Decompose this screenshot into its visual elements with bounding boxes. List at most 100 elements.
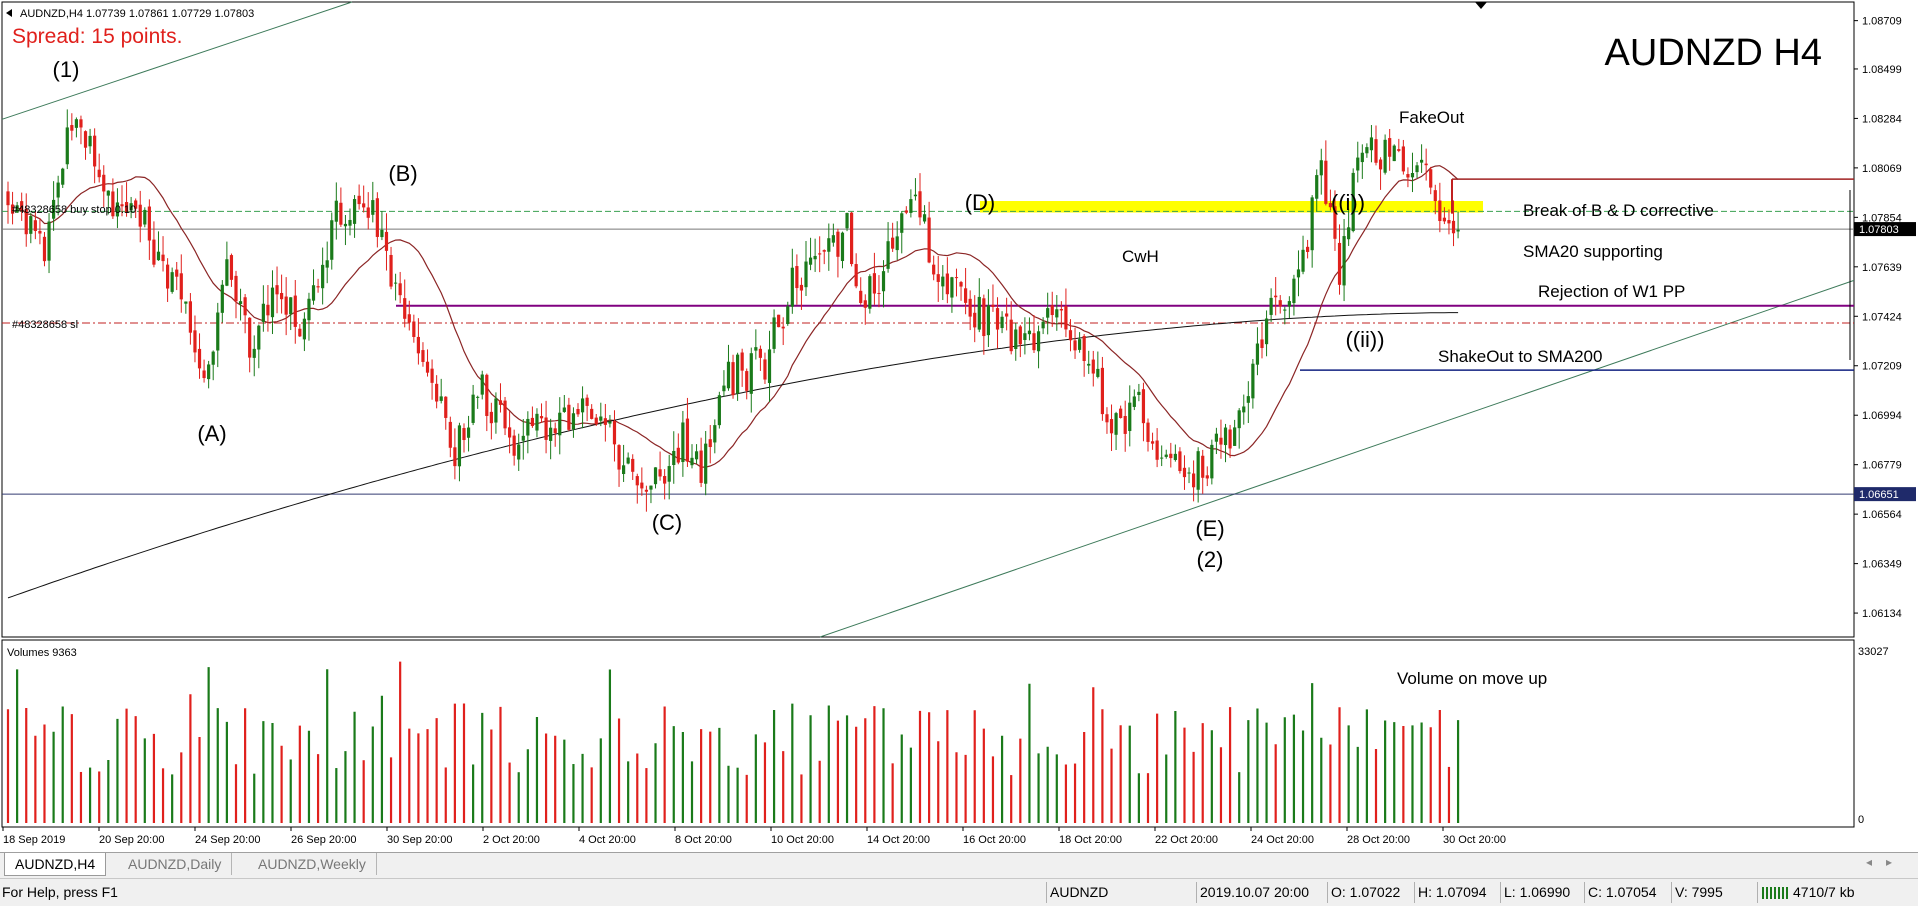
candle-body (1036, 331, 1041, 352)
candle-body (1310, 197, 1314, 251)
candle-body (302, 318, 306, 340)
candle-body (1274, 295, 1278, 298)
candle-body (1137, 391, 1141, 396)
candle-body (1141, 389, 1146, 424)
candle-body (1201, 455, 1205, 478)
candle-body (1324, 160, 1328, 204)
candle-body (517, 444, 521, 460)
time-tick-label: 26 Sep 20:00 (291, 834, 356, 846)
candle-body (694, 451, 699, 460)
candle-body (188, 301, 192, 333)
time-tick-label: 16 Oct 20:00 (963, 834, 1026, 846)
candle-body (927, 217, 931, 263)
support-price-tag-bg (1854, 487, 1916, 502)
candle-body (1392, 145, 1396, 162)
candle-body (1087, 363, 1091, 366)
tab-audnzd-weekly[interactable]: AUDNZD,Weekly (248, 853, 377, 875)
candle-body (398, 283, 402, 296)
candle-body (1433, 190, 1437, 202)
candle-body (1146, 422, 1150, 442)
candle-body (635, 476, 639, 486)
candle-body (15, 205, 19, 213)
candle-body (991, 304, 995, 307)
candle-body (143, 209, 147, 225)
candle-body (106, 190, 110, 196)
candle-body (736, 354, 740, 394)
candle-body (357, 195, 361, 205)
candle-body (786, 306, 790, 324)
candle-body (489, 411, 493, 424)
candle-body (1009, 319, 1013, 352)
candle-body (854, 264, 858, 287)
status-help: For Help, press F1 (2, 884, 118, 900)
candle-body (425, 361, 430, 373)
candle-body (129, 203, 133, 211)
candle-body (248, 317, 252, 358)
candle-body (717, 395, 721, 426)
candle-body (375, 198, 379, 237)
tab-audnzd-daily[interactable]: AUDNZD,Daily (118, 853, 233, 875)
candle-body (950, 277, 954, 298)
candle-body (321, 264, 325, 289)
candle-body (1155, 440, 1159, 460)
candle-body (840, 232, 845, 262)
price-tick-label: 1.08499 (1862, 64, 1902, 76)
candle-body (900, 213, 904, 233)
candle-body (1027, 330, 1032, 335)
price-tick-label: 1.06564 (1862, 509, 1902, 521)
candle-body (845, 212, 849, 229)
symbol-menu-icon[interactable] (6, 9, 12, 17)
candle-body (722, 385, 726, 392)
time-tick-label: 24 Sep 20:00 (195, 834, 260, 846)
candle-body (61, 168, 65, 185)
chart-area[interactable]: 1.08709 1.08499 1.08284 1.08069 1.07854 1.076… (0, 0, 1918, 852)
buy-stop-order-label[interactable]: #48328658 buy stop 0.10 (12, 204, 136, 216)
candle-body (954, 277, 959, 279)
candle-body (631, 458, 635, 472)
candle-body (380, 229, 384, 238)
candle-body (822, 250, 826, 252)
upper-trendline (1, 1, 353, 120)
candle-body (977, 296, 981, 330)
candle-body (640, 482, 644, 489)
candle-body (941, 276, 945, 287)
candle-body (394, 282, 398, 284)
candle-body (872, 273, 876, 294)
candle-body (1128, 402, 1132, 432)
candle-body (334, 200, 338, 222)
candle-body (362, 203, 366, 208)
candle-body (229, 255, 234, 280)
candle-body (1055, 309, 1059, 318)
candle-body (1073, 340, 1077, 351)
candle-body (713, 425, 717, 443)
candle-body (1005, 313, 1009, 317)
tab-scroll-arrows-icon[interactable]: ◂▸ (1865, 855, 1906, 869)
candle-body (184, 301, 188, 304)
candle-body (1447, 220, 1451, 224)
candle-body (772, 317, 776, 349)
candle-body (83, 131, 88, 148)
time-tick-label: 30 Oct 20:00 (1443, 834, 1506, 846)
stop-loss-label[interactable]: #48328658 sl (12, 319, 78, 331)
shift-marker-icon[interactable] (1475, 2, 1487, 9)
tab-audnzd-h4[interactable]: AUDNZD,H4 (4, 853, 107, 876)
candle-body (1347, 227, 1351, 240)
candle-body (749, 353, 753, 394)
candle-body (827, 238, 831, 252)
status-open: O: 1.07022 (1331, 884, 1401, 900)
candles-layer (6, 109, 1460, 512)
candle-body (270, 287, 275, 318)
candle-body (52, 199, 56, 219)
price-tick-label: 1.06994 (1862, 410, 1902, 422)
candle-body (503, 400, 507, 429)
candle-body (1182, 467, 1187, 478)
candle-body (1429, 169, 1433, 188)
candle-body (33, 220, 37, 232)
price-tick-label: 1.08284 (1862, 113, 1902, 125)
candle-body (453, 447, 457, 467)
candle-body (836, 231, 840, 257)
candle-body (1255, 343, 1260, 365)
candle-body (430, 368, 434, 383)
volume-bars-layer (6, 661, 1460, 823)
candle-body (1046, 308, 1050, 318)
